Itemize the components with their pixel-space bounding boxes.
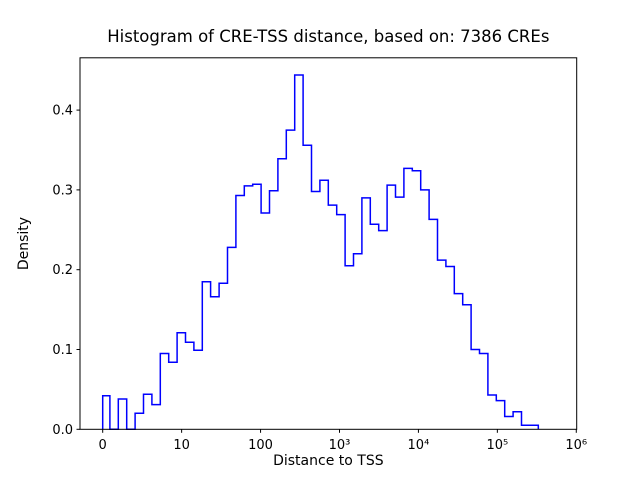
- x-tick-label: 10: [173, 438, 190, 453]
- x-tick-label: 100: [248, 438, 273, 453]
- y-tick-label: 0.1: [52, 343, 73, 358]
- x-axis: 0 10 100 10³ 10⁴ 10⁵ 10⁶: [99, 429, 587, 453]
- x-axis-label: Distance to TSS: [273, 453, 384, 469]
- x-tick-label: 10⁶: [565, 438, 587, 453]
- x-tick-label: 10⁴: [408, 438, 430, 453]
- chart-title: Histogram of CRE-TSS distance, based on:…: [107, 27, 549, 46]
- y-tick-label: 0.3: [52, 183, 73, 198]
- x-tick-label: 10⁵: [486, 438, 508, 453]
- x-tick-label: 10³: [329, 438, 351, 453]
- density-step-path: [101, 74, 540, 431]
- y-axis-label: Density: [16, 217, 32, 270]
- histogram-step-line: [101, 74, 540, 431]
- y-tick-label: 0.4: [52, 104, 73, 119]
- y-tick-label: 0.0: [52, 423, 73, 438]
- y-axis: 0.0 0.1 0.2 0.3 0.4: [52, 104, 80, 438]
- plot-border: [79, 57, 578, 430]
- y-tick-label: 0.2: [52, 263, 73, 278]
- x-tick-label: 0: [99, 438, 107, 453]
